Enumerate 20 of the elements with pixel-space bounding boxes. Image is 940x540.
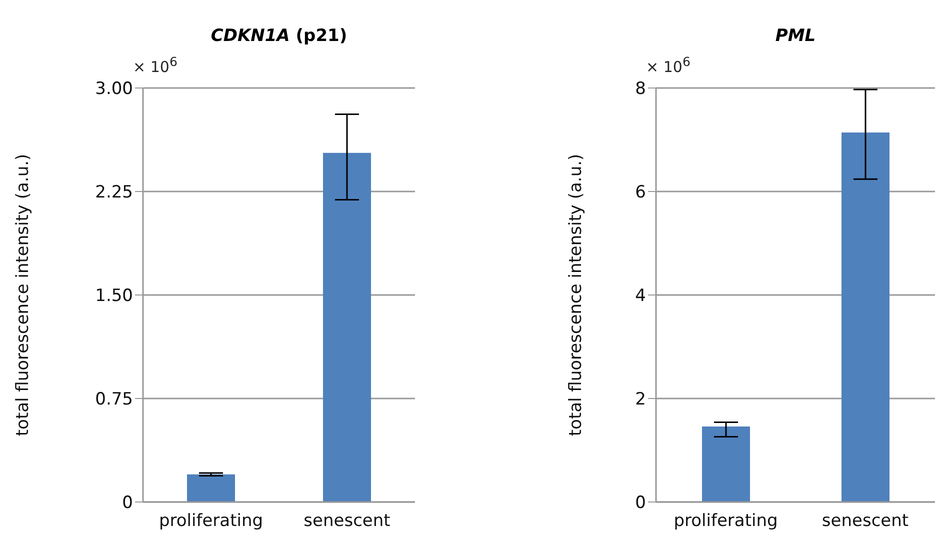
y-axis-title: total fluorescence intensity (a.u.): [13, 154, 34, 436]
y-tick-label: 2.25: [95, 182, 133, 203]
y-tick-label: 2: [635, 390, 646, 410]
chart-title: PML: [775, 26, 816, 46]
y-tick-label: 6: [635, 182, 646, 203]
y-tick-label: 0: [635, 493, 646, 514]
y-tick-label: 1.50: [95, 286, 133, 306]
y-axis-title: total fluorescence intensity (a.u.): [566, 154, 586, 436]
text: × 10$^{6}$: [646, 54, 690, 76]
y-tick-label: 4: [635, 286, 646, 306]
text: × 10$^{6}$: [133, 54, 178, 76]
x-tick-label: proliferating: [158, 511, 264, 532]
x-tick-label: proliferating: [674, 511, 778, 532]
y-tick-label: 3.00: [95, 79, 133, 100]
x-tick-label: senescent: [822, 511, 909, 532]
y-tick-label: 0: [122, 493, 133, 514]
y-tick-label: 8: [635, 79, 646, 100]
chart-title: CDKN1A (p21): [210, 26, 348, 46]
x-tick-label: senescent: [304, 511, 391, 532]
y-tick-label: 0.75: [95, 390, 133, 410]
